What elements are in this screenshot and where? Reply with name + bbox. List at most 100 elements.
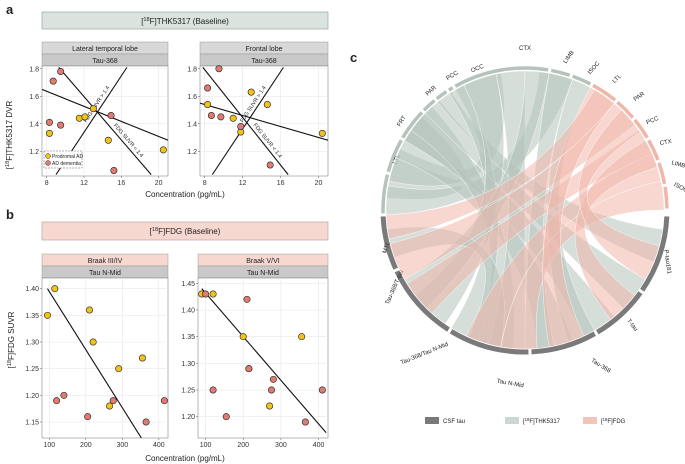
chord-legend: CSF tau [18F]THK5317 [18F]FDG [425,417,626,426]
chord-segment-arc [531,331,596,355]
point-prodromal [318,129,326,137]
chord-segment-label: LIMB [563,50,576,65]
x-tick-label: 300 [117,442,129,449]
chord-segment-arc [640,216,670,292]
y-tick-label: 1.2 [187,149,197,156]
panel-b-left-title: Braak III/IV [88,258,123,265]
chord-ribbon-fdg [542,86,615,348]
point-dementia [49,77,57,85]
y-tick-label: 1.4 [187,121,197,128]
point-dementia [301,418,309,426]
x-tick-label: 100 [43,442,55,449]
point-dementia [57,121,65,129]
chord-segment-label: CTX [659,139,672,147]
chord-segment-label: LIMB [671,160,685,169]
panel-c-label: c [350,50,357,65]
y-tick-label: 1.30 [25,340,39,347]
regression-line [200,102,328,141]
panel-a-left-title: Lateral temporal lobe [72,46,138,53]
y-tick-label: 1.20 [25,393,39,400]
point-dementia [266,161,274,169]
point-dementia [45,118,53,126]
chord-segment-label: PCC [646,116,661,127]
chord-segment-label: FRT [397,115,408,128]
chord-segment-arc [572,74,592,86]
point-dementia [267,386,275,394]
chord-segment-label: PAR [633,91,647,103]
panel-b-banner-text: [18F]FDG (Baseline) [150,227,221,236]
chord-legend-label: [18F]FDG [601,417,626,426]
chord-segment-arc [449,329,529,355]
y-tick-label: 1.35 [181,334,195,341]
panel-a-banner-text: [18F]THK5317 (Baseline) [141,17,229,26]
chord-segment-arc [401,111,424,139]
point-dementia [269,375,277,383]
point-dementia [245,365,253,373]
panel-a-right-subtitle: Tau-368 [251,58,276,65]
x-tick-label: 12 [239,180,247,187]
y-tick-label: 1.4 [29,121,39,128]
point-dementia [237,123,245,131]
regression-line [47,288,142,438]
point-prodromal [115,365,123,373]
chord-segment-arc [454,66,549,88]
point-prodromal [89,105,97,113]
chord-segment-arc [647,139,660,161]
panel-b-left-subtitle: Tau N-Mid [89,270,121,277]
x-tick-label: 400 [313,442,325,449]
panel-b-banner [41,221,329,241]
chord-segment-label: PAR [425,85,438,98]
point-prodromal [43,311,51,319]
x-tick-label: 300 [275,442,287,449]
plot-b-right: 100 200 300 400 1.20 1.25 1.30 1.35 1.40 1.45 [181,277,329,449]
chord-segment-arc [386,139,403,173]
panel-a-left-subtitle: Tau-368 [92,58,117,65]
point-prodromal [229,114,237,122]
point-prodromal [159,146,167,154]
point-dementia [84,413,92,421]
chord-segment-arc [447,86,454,92]
y-tick-label: 1.30 [181,361,195,368]
chord-segment-label: ISOC [673,182,685,194]
chord-segment-label: P-tau181 [662,249,671,275]
chord-segment-arc [633,118,649,139]
point-dementia [60,391,68,399]
panel-a-y-label: [18F]THK5317 DVR [5,101,14,170]
x-tick-label: 20 [155,180,163,187]
point-dementia [207,112,215,120]
plot-area [197,277,329,439]
chord-legend-swatch [583,417,597,424]
x-tick-label: 8 [203,180,207,187]
chord-segment-label: ISOC [587,60,602,75]
point-dementia [318,386,326,394]
plot-area [199,65,329,177]
chord-ribbon-fdg [578,109,660,280]
chord-segment-label: Tau-368/Tau N-Mid [400,342,449,367]
chord-ribbon-fdg [574,140,658,320]
regression-line [58,67,152,175]
chord-segment-label: CTX [519,46,531,52]
panel-a-banner [41,11,329,30]
point-dementia [215,65,223,73]
x-tick-label: 12 [80,180,88,187]
point-prodromal [51,285,59,293]
legend-dementia-label: AD dementia [52,161,81,167]
y-tick-label: 1.8 [29,66,39,73]
legend-prodromal-marker [45,153,51,159]
y-tick-label: 1.15 [25,420,39,427]
chord-segment-label: Tau-368 [590,358,612,375]
y-tick-label: 1.6 [29,94,39,101]
chord-segment-label: OCC [470,64,485,75]
legend-prodromal-label: Prodromal AD [52,154,84,160]
point-dementia [53,397,61,405]
panel-b-label: b [6,207,14,222]
point-prodromal [298,333,306,341]
panel-b-right-title: Braak V/VI [246,258,280,265]
x-tick-label: 8 [45,180,49,187]
point-prodromal [85,306,93,314]
chord-segment-label: LTL [612,73,624,85]
panel-a-x-label: Concentration (pg/mL) [145,190,225,199]
x-tick-label: 200 [80,442,92,449]
